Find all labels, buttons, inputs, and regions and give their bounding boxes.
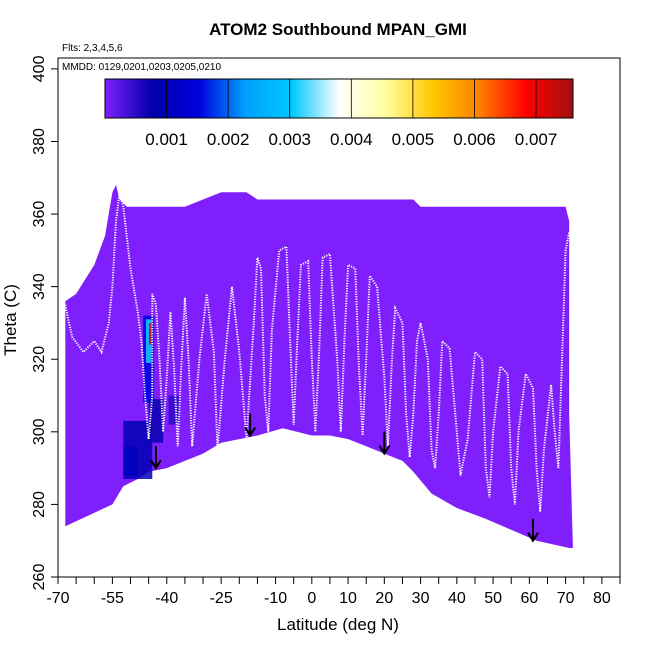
y-axis: 260 280 300 320 340 360 380 400 bbox=[31, 55, 58, 590]
data-field bbox=[65, 185, 573, 548]
hotspots bbox=[123, 315, 180, 480]
y-tick-label: 300 bbox=[31, 418, 48, 445]
x-tick-label: 80 bbox=[593, 590, 611, 607]
hotspot bbox=[168, 395, 180, 425]
y-tick-label: 340 bbox=[31, 273, 48, 300]
x-tick-label: -10 bbox=[264, 590, 287, 607]
arrow-head bbox=[150, 459, 162, 471]
x-tick-label: 30 bbox=[412, 590, 430, 607]
y-tick-label: 260 bbox=[31, 564, 48, 591]
colorbar-tick-label: 0.007 bbox=[515, 130, 558, 149]
x-tick-label: 20 bbox=[375, 590, 393, 607]
y-tick-label: 360 bbox=[31, 201, 48, 228]
hotspot bbox=[149, 322, 152, 345]
x-tick-label: -70 bbox=[46, 590, 69, 607]
arrow-marker bbox=[244, 413, 257, 438]
y-tick-label: 380 bbox=[31, 128, 48, 155]
arrow-head bbox=[378, 445, 391, 456]
x-tick-label: -55 bbox=[101, 590, 124, 607]
x-axis: -70 -55 -40 -25 -10 0 10 20 30 40 50 60 70 80 bbox=[46, 577, 621, 607]
x-tick-label: 40 bbox=[448, 590, 466, 607]
x-tick-label: 70 bbox=[557, 590, 575, 607]
dates-annotation: MMDD: 0129,0201,0203,0205,0210 bbox=[62, 62, 221, 73]
arrow-head bbox=[527, 532, 539, 543]
arrow-marker bbox=[378, 431, 391, 456]
hotspot bbox=[148, 399, 164, 443]
arrow-head bbox=[244, 426, 257, 438]
colorbar-tick-label: 0.005 bbox=[392, 130, 435, 149]
flight-track bbox=[64, 192, 574, 512]
x-axis-label: Latitude (deg N) bbox=[277, 615, 399, 634]
x-tick-label: -40 bbox=[155, 590, 178, 607]
x-tick-label: 0 bbox=[307, 590, 316, 607]
colorbar-gradient bbox=[104, 78, 574, 119]
x-tick-label: 50 bbox=[484, 590, 502, 607]
x-tick-label: -25 bbox=[210, 590, 233, 607]
arrow-marker bbox=[150, 446, 162, 471]
colorbar-tick-label: 0.004 bbox=[330, 130, 373, 149]
plot-frame bbox=[57, 57, 621, 578]
plot-area bbox=[64, 185, 574, 548]
y-tick-label: 400 bbox=[31, 55, 48, 82]
chart-title: ATOM2 Southbound MPAN_GMI bbox=[209, 20, 467, 39]
colorbar-tick-label: 0.006 bbox=[453, 130, 496, 149]
arrows bbox=[150, 413, 539, 543]
x-tick-label: 60 bbox=[520, 590, 538, 607]
colorbar: 0.001 0.002 0.003 0.004 0.005 0.006 0.007 bbox=[104, 78, 574, 149]
x-tick-label: 10 bbox=[339, 590, 357, 607]
y-axis-label: Theta (C) bbox=[1, 284, 20, 356]
arrow-marker bbox=[527, 518, 539, 543]
colorbar-tick-label: 0.001 bbox=[145, 130, 188, 149]
hotspot bbox=[145, 319, 152, 363]
colorbar-tick-label: 0.003 bbox=[268, 130, 311, 149]
y-tick-label: 320 bbox=[31, 346, 48, 373]
hotspot bbox=[123, 446, 138, 476]
y-tick-label: 280 bbox=[31, 491, 48, 518]
colorbar-ticks: 0.001 0.002 0.003 0.004 0.005 0.006 0.007 bbox=[145, 79, 557, 149]
colorbar-tick-label: 0.002 bbox=[207, 130, 250, 149]
flights-annotation: Flts: 2,3,4,5,6 bbox=[62, 43, 123, 54]
